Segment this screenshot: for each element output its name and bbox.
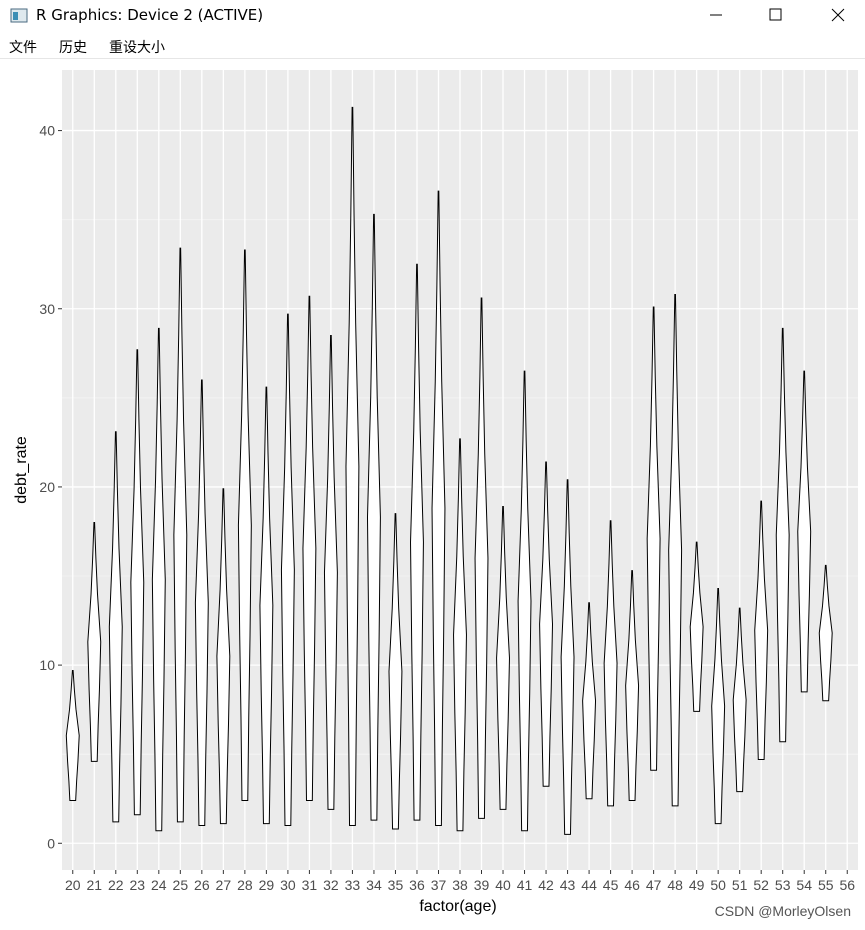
x-tick-label: 25: [173, 877, 189, 893]
x-tick-label: 53: [775, 877, 791, 893]
x-tick-label: 56: [839, 877, 855, 893]
violin: [194, 379, 209, 826]
violin: [582, 602, 597, 800]
x-tick-label: 55: [818, 877, 834, 893]
x-tick-label: 20: [65, 877, 81, 893]
menu-item[interactable]: 历史: [59, 40, 87, 56]
app-icon: [10, 8, 28, 23]
window-controls[interactable]: [700, 0, 860, 30]
x-tick-label: 45: [603, 877, 619, 893]
violin: [323, 334, 338, 810]
violin: [302, 295, 317, 802]
violin: [366, 213, 381, 821]
x-tick-label: 42: [538, 877, 554, 893]
x-tick-label: 43: [560, 877, 576, 893]
violin: [539, 461, 554, 787]
y-axis-label: debt_rate: [13, 436, 30, 504]
x-tick-label: 22: [108, 877, 124, 893]
x-tick-label: 23: [130, 877, 146, 893]
violin: [603, 520, 618, 807]
violin: [87, 522, 102, 762]
x-tick-label: 46: [624, 877, 640, 893]
y-tick-label: 40: [39, 123, 55, 139]
violin: [280, 313, 295, 826]
menu-bar: 文件 历史 重设大小: [0, 30, 865, 59]
y-tick-label: 0: [47, 835, 55, 851]
x-tick-label: 36: [409, 877, 425, 893]
x-tick-label: 31: [302, 877, 318, 893]
violin: [410, 263, 424, 821]
x-tick-label: 38: [452, 877, 468, 893]
violin: [388, 513, 403, 830]
watermark: CSDN @MorleyOlsen: [715, 903, 851, 919]
violin: [732, 607, 747, 793]
x-axis-label: factor(age): [419, 898, 496, 915]
close[interactable]: [831, 8, 845, 22]
x-tick-label: 27: [216, 877, 232, 893]
violin: [173, 247, 188, 823]
x-tick-label: 30: [280, 877, 296, 893]
violin: [237, 249, 252, 802]
y-tick-label: 30: [39, 301, 55, 317]
violin: [754, 500, 769, 761]
violin: [108, 431, 123, 823]
menu-item[interactable]: 重设大小: [109, 40, 165, 56]
x-tick-label: 50: [710, 877, 726, 893]
violin: [517, 370, 532, 832]
x-tick-label: 33: [345, 877, 361, 893]
violin: [668, 293, 683, 807]
violin: [689, 541, 704, 712]
x-tick-label: 32: [323, 877, 339, 893]
violin: [711, 587, 726, 825]
x-tick-label: 26: [194, 877, 210, 893]
x-tick-label: 39: [474, 877, 490, 893]
violin: [259, 386, 274, 825]
x-tick-label: 49: [689, 877, 705, 893]
violin: [130, 349, 145, 816]
violin: [646, 306, 661, 771]
x-tick-label: 34: [366, 877, 382, 893]
x-tick-label: 29: [259, 877, 275, 893]
violin: [625, 570, 640, 802]
x-tick-label: 54: [796, 877, 812, 893]
violin: [818, 564, 833, 702]
violin: [496, 506, 510, 810]
violin: [345, 106, 360, 826]
violin: [151, 327, 166, 832]
x-tick-label: 37: [431, 877, 447, 893]
x-tick-label: 28: [237, 877, 253, 893]
title-bar: R Graphics: Device 2 (ACTIVE): [0, 0, 865, 30]
violin: [431, 190, 446, 826]
violin: [560, 479, 575, 835]
violin: [453, 438, 467, 832]
y-tick-label: 10: [39, 657, 55, 673]
x-tick-label: 47: [646, 877, 662, 893]
y-tick-label: 20: [39, 479, 55, 495]
x-tick-label: 41: [517, 877, 533, 893]
violin: [216, 488, 231, 825]
x-tick-label: 51: [732, 877, 748, 893]
x-tick-label: 44: [581, 877, 597, 893]
maximize[interactable]: [769, 8, 782, 21]
violin: [474, 297, 489, 819]
x-tick-label: 52: [753, 877, 769, 893]
window-title: R Graphics: Device 2 (ACTIVE): [36, 6, 264, 24]
x-tick-label: 24: [151, 877, 167, 893]
x-tick-label: 40: [495, 877, 511, 893]
chart: factor(age) debt_rate CSDN @MorleyOlsen …: [13, 70, 858, 919]
menu-item[interactable]: 文件: [9, 40, 37, 56]
x-tick-label: 35: [388, 877, 404, 893]
violin: [65, 669, 80, 802]
violin: [797, 370, 812, 693]
x-tick-label: 21: [86, 877, 102, 893]
x-tick-label: 48: [667, 877, 683, 893]
violin: [775, 327, 790, 743]
